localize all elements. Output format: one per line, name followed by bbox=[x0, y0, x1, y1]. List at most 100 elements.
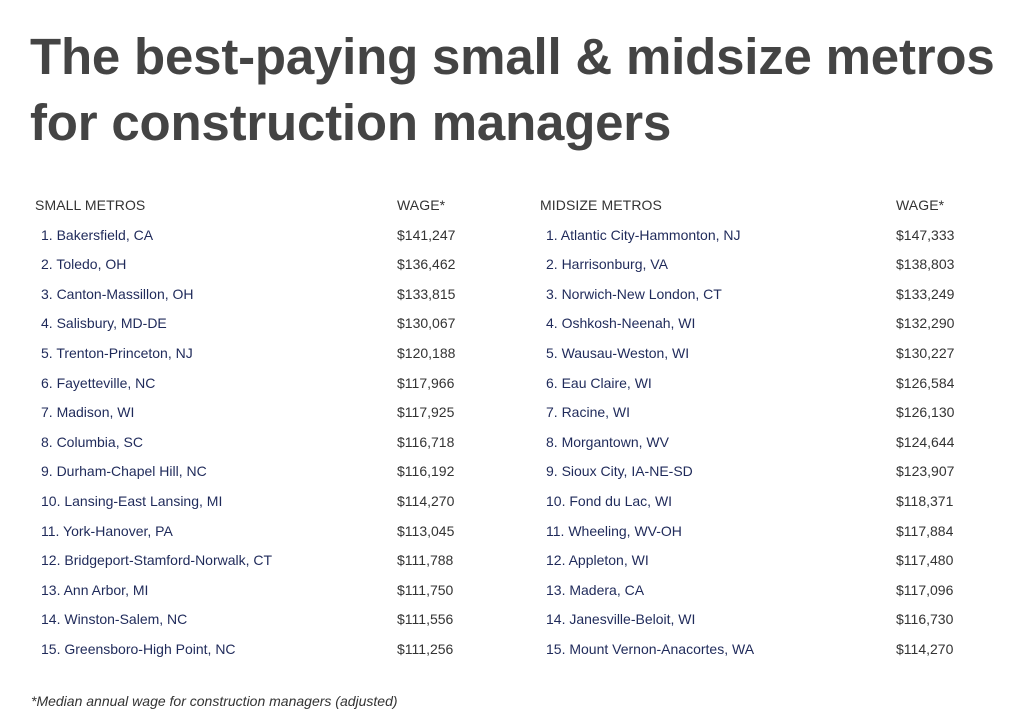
metro-wage: $120,188 bbox=[397, 344, 456, 361]
midsize-wage-column-header: WAGE* bbox=[896, 197, 945, 213]
metro-name: 6. Eau Claire, WI bbox=[546, 374, 652, 391]
table-row: 9. Sioux City, IA-NE-SD $123,907 bbox=[536, 457, 986, 487]
metro-name: 11. Wheeling, WV-OH bbox=[546, 522, 682, 539]
metro-name: 5. Trenton-Princeton, NJ bbox=[41, 344, 193, 361]
metro-wage: $114,270 bbox=[397, 492, 455, 509]
table-row: 7. Madison, WI $117,925 bbox=[31, 398, 471, 428]
metro-wage: $117,480 bbox=[896, 552, 954, 569]
metro-wage: $130,227 bbox=[896, 344, 955, 361]
small-metros-column-header: SMALL METROS bbox=[35, 197, 146, 213]
table-row: 1. Bakersfield, CA $141,247 bbox=[31, 221, 471, 251]
table-row: 15. Greensboro-High Point, NC $111,256 bbox=[31, 635, 471, 665]
table-row: 9. Durham-Chapel Hill, NC $116,192 bbox=[31, 457, 471, 487]
table-row: 4. Salisbury, MD-DE $130,067 bbox=[31, 309, 471, 339]
metro-wage: $113,045 bbox=[397, 522, 455, 539]
table-row: 10. Fond du Lac, WI $118,371 bbox=[536, 487, 986, 517]
small-wage-column-header: WAGE* bbox=[397, 197, 446, 213]
metro-wage: $126,584 bbox=[896, 374, 955, 391]
metro-name: 15. Mount Vernon-Anacortes, WA bbox=[546, 640, 755, 657]
metro-wage: $111,556 bbox=[397, 611, 454, 628]
table-row: 15. Mount Vernon-Anacortes, WA $114,270 bbox=[536, 635, 986, 665]
metro-name: 10. Fond du Lac, WI bbox=[546, 492, 673, 509]
small-metros-header-row: SMALL METROS WAGE* bbox=[31, 191, 471, 221]
table-row: 13. Ann Arbor, MI $111,750 bbox=[31, 576, 471, 606]
table-row: 10. Lansing-East Lansing, MI $114,270 bbox=[31, 487, 471, 517]
metro-wage: $116,192 bbox=[397, 463, 455, 480]
metro-name: 10. Lansing-East Lansing, MI bbox=[41, 492, 223, 509]
metro-wage: $116,718 bbox=[397, 433, 455, 450]
metro-name: 3. Norwich-New London, CT bbox=[546, 285, 722, 302]
metro-name: 3. Canton-Massillon, OH bbox=[41, 285, 194, 302]
metro-wage: $117,096 bbox=[896, 581, 954, 598]
metro-wage: $132,290 bbox=[896, 315, 955, 332]
table-row: 13. Madera, CA $117,096 bbox=[536, 576, 986, 606]
table-row: 4. Oshkosh-Neenah, WI $132,290 bbox=[536, 309, 986, 339]
metro-name: 12. Appleton, WI bbox=[546, 552, 649, 569]
metro-name: 8. Morgantown, WV bbox=[546, 433, 669, 450]
table-row: 8. Morgantown, WV $124,644 bbox=[536, 428, 986, 458]
metro-name: 7. Racine, WI bbox=[546, 404, 631, 421]
metro-name: 15. Greensboro-High Point, NC bbox=[41, 640, 236, 657]
metro-wage: $136,462 bbox=[397, 256, 456, 273]
table-row: 12. Appleton, WI $117,480 bbox=[536, 546, 986, 576]
metro-name: 14. Janesville-Beloit, WI bbox=[546, 611, 696, 628]
metro-name: 5. Wausau-Weston, WI bbox=[546, 344, 690, 361]
metro-wage: $126,130 bbox=[896, 404, 955, 421]
midsize-metros-table: MIDSIZE METROS WAGE* 1. Atlantic City-Ha… bbox=[536, 191, 986, 665]
table-row: 2. Harrisonburg, VA $138,803 bbox=[536, 250, 986, 280]
table-row: 14. Winston-Salem, NC $111,556 bbox=[31, 605, 471, 635]
table-row: 11. Wheeling, WV-OH $117,884 bbox=[536, 517, 986, 547]
metro-wage: $123,907 bbox=[896, 463, 955, 480]
metro-wage: $117,884 bbox=[896, 522, 954, 539]
metro-name: 2. Harrisonburg, VA bbox=[546, 256, 668, 273]
metro-wage: $117,966 bbox=[397, 374, 455, 391]
metro-name: 13. Ann Arbor, MI bbox=[41, 581, 149, 598]
metro-name: 12. Bridgeport-Stamford-Norwalk, CT bbox=[41, 552, 273, 569]
table-row: 11. York-Hanover, PA $113,045 bbox=[31, 517, 471, 547]
table-row: 7. Racine, WI $126,130 bbox=[536, 398, 986, 428]
footnote: *Median annual wage for construction man… bbox=[31, 693, 398, 709]
metro-wage: $133,249 bbox=[896, 285, 955, 302]
metro-name: 9. Sioux City, IA-NE-SD bbox=[546, 463, 693, 480]
metro-wage: $118,371 bbox=[896, 492, 954, 509]
table-row: 6. Eau Claire, WI $126,584 bbox=[536, 369, 986, 399]
metro-name: 4. Oshkosh-Neenah, WI bbox=[546, 315, 696, 332]
metro-name: 11. York-Hanover, PA bbox=[41, 522, 173, 539]
metro-wage: $133,815 bbox=[397, 285, 456, 302]
metro-name: 8. Columbia, SC bbox=[41, 433, 143, 450]
small-metros-rows: 1. Bakersfield, CA $141,247 2. Toledo, OH… bbox=[31, 221, 471, 665]
midsize-metros-rows: 1. Atlantic City-Hammonton, NJ $147,333 2… bbox=[536, 221, 986, 665]
metro-wage: $114,270 bbox=[896, 640, 954, 657]
metro-wage: $130,067 bbox=[397, 315, 456, 332]
table-row: 12. Bridgeport-Stamford-Norwalk, CT $111,… bbox=[31, 546, 471, 576]
metro-wage: $117,925 bbox=[397, 404, 455, 421]
metro-name: 1. Bakersfield, CA bbox=[41, 226, 154, 243]
page-title: The best-paying small & midsize metros f… bbox=[30, 28, 995, 151]
metro-name: 1. Atlantic City-Hammonton, NJ bbox=[546, 226, 741, 243]
midsize-metros-header-row: MIDSIZE METROS WAGE* bbox=[536, 191, 986, 221]
table-row: 14. Janesville-Beloit, WI $116,730 bbox=[536, 605, 986, 635]
metro-name: 6. Fayetteville, NC bbox=[41, 374, 156, 391]
metro-wage: $141,247 bbox=[397, 226, 456, 243]
metro-wage: $111,256 bbox=[397, 640, 454, 657]
metro-wage: $138,803 bbox=[896, 256, 955, 273]
metro-wage: $124,644 bbox=[896, 433, 955, 450]
midsize-metros-column-header: MIDSIZE METROS bbox=[540, 197, 662, 213]
table-row: 5. Trenton-Princeton, NJ $120,188 bbox=[31, 339, 471, 369]
table-row: 8. Columbia, SC $116,718 bbox=[31, 428, 471, 458]
metro-wage: $116,730 bbox=[896, 611, 954, 628]
metro-wage: $111,788 bbox=[397, 552, 454, 569]
table-row: 2. Toledo, OH $136,462 bbox=[31, 250, 471, 280]
small-metros-table: SMALL METROS WAGE* 1. Bakersfield, CA $14… bbox=[31, 191, 471, 665]
metro-name: 2. Toledo, OH bbox=[41, 256, 127, 273]
table-row: 6. Fayetteville, NC $117,966 bbox=[31, 369, 471, 399]
metro-name: 7. Madison, WI bbox=[41, 404, 135, 421]
table-row: 3. Norwich-New London, CT $133,249 bbox=[536, 280, 986, 310]
metro-name: 14. Winston-Salem, NC bbox=[41, 611, 188, 628]
metro-wage: $111,750 bbox=[397, 581, 454, 598]
metro-wage: $147,333 bbox=[896, 226, 955, 243]
metro-name: 4. Salisbury, MD-DE bbox=[41, 315, 167, 332]
table-row: 1. Atlantic City-Hammonton, NJ $147,333 bbox=[536, 221, 986, 251]
metro-name: 9. Durham-Chapel Hill, NC bbox=[41, 463, 207, 480]
table-row: 3. Canton-Massillon, OH $133,815 bbox=[31, 280, 471, 310]
